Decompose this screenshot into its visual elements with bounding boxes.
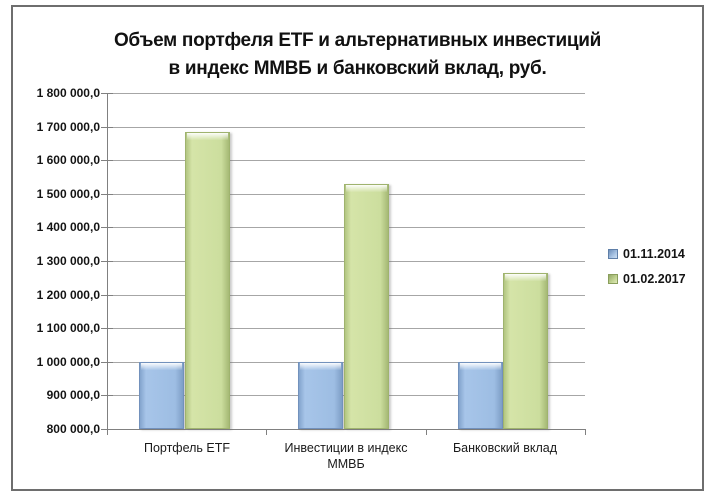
x-axis-category-label: Инвестиции в индекс ММВБ — [284, 441, 408, 471]
y-axis-tick-label: 800 000,0 — [46, 422, 100, 436]
chart-legend: 01.11.2014 01.02.2017 — [608, 247, 686, 297]
x-axis-category-label: Портфель ETF — [143, 441, 231, 455]
y-axis-tick-label: 1 100 000,0 — [36, 321, 100, 336]
y-axis-tick-label: 1 500 000,0 — [36, 186, 100, 201]
legend-label: 01.02.2017 — [623, 272, 686, 286]
bar-01.02.2017-category-0 — [185, 132, 230, 429]
legend-swatch-icon — [608, 249, 618, 259]
y-gridline — [107, 126, 585, 128]
bar-01.02.2017-category-1 — [344, 184, 389, 429]
chart-title-line-1: Объем портфеля ETF и альтернативных инве… — [113, 30, 602, 51]
x-axis-tick — [425, 429, 427, 435]
y-axis-line — [107, 93, 108, 429]
y-axis-tick-label: 1 300 000,0 — [36, 254, 100, 268]
bar-01.11.2014-category-0 — [139, 362, 184, 429]
y-axis-tick-label: 1 700 000,0 — [36, 119, 100, 134]
y-axis-tick-label: 900 000,0 — [46, 388, 100, 403]
chart-title-line-2: в индекс ММВБ и банковский вклад, руб. — [168, 58, 547, 79]
bar-01.11.2014-category-1 — [298, 362, 343, 429]
x-axis-tick — [107, 429, 108, 435]
x-axis-category-label: Банковский вклад — [452, 441, 558, 455]
y-axis-tick-label: 1 400 000,0 — [36, 220, 100, 235]
legend-item-01.11.2014: 01.11.2014 — [608, 247, 686, 261]
y-gridline — [107, 93, 585, 94]
legend-swatch-icon — [608, 274, 618, 284]
legend-label: 01.11.2014 — [623, 247, 685, 261]
legend-item-01.02.2017: 01.02.2017 — [608, 272, 686, 286]
y-axis-tick-label: 1 800 000,0 — [36, 86, 100, 100]
x-axis-tick — [585, 429, 586, 435]
bar-01.02.2017-category-2 — [503, 273, 548, 429]
bar-01.11.2014-category-2 — [458, 362, 503, 429]
x-axis-tick — [266, 429, 268, 435]
chart-title: Объем портфеля ETF и альтернативных инве… — [13, 27, 702, 83]
y-gridline — [107, 160, 585, 162]
y-axis-tick-label: 1 000 000,0 — [36, 354, 100, 369]
x-axis-line — [107, 429, 586, 430]
y-axis-tick-label: 1 200 000,0 — [36, 287, 100, 302]
y-axis-tick-label: 1 600 000,0 — [36, 153, 100, 168]
